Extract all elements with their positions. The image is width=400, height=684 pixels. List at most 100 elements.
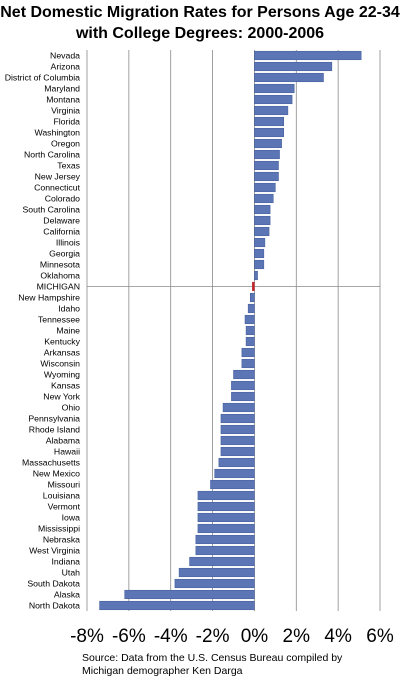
bar: [197, 512, 255, 523]
bar: [254, 270, 258, 281]
category-label: North Dakota: [29, 601, 80, 611]
bar: [222, 402, 255, 413]
bar: [220, 435, 255, 446]
category-label: Vermont: [48, 502, 81, 512]
bar: [254, 160, 279, 171]
category-label: Louisiana: [43, 491, 80, 501]
category-label: Alaska: [54, 590, 80, 600]
category-label: Utah: [62, 568, 81, 578]
source-line-1: Source: Data from the U.S. Census Bureau…: [82, 652, 343, 664]
bar: [254, 127, 284, 138]
bar: [178, 567, 255, 578]
x-tick-label: -6%: [112, 626, 146, 647]
bar: [220, 446, 255, 457]
bar: [197, 490, 255, 501]
category-label: Oklahoma: [40, 271, 80, 281]
x-tick-label: -2%: [196, 626, 230, 647]
category-label: West Virginia: [29, 546, 80, 556]
x-tick-label: 0%: [241, 626, 269, 647]
category-label: Pennsylvania: [28, 414, 80, 424]
category-label: Virginia: [51, 106, 80, 116]
category-label: Oregon: [51, 139, 80, 149]
bar: [231, 380, 255, 391]
x-tick-label: 2%: [283, 626, 311, 647]
bar: [233, 369, 255, 380]
category-label: Kansas: [51, 381, 81, 391]
bar: [254, 61, 333, 72]
bar: [189, 556, 255, 567]
source-line-2: Michigan demographer Ken Darga: [82, 665, 243, 677]
category-label: New York: [43, 392, 80, 402]
category-label: Kentucky: [44, 337, 80, 347]
bar: [254, 138, 282, 149]
bar: [254, 182, 276, 193]
bar: [218, 457, 255, 468]
category-label: Idaho: [58, 304, 80, 314]
category-label: South Carolina: [23, 205, 81, 215]
category-label: Iowa: [62, 513, 81, 523]
category-label: Wyoming: [44, 370, 80, 380]
bar: [249, 292, 255, 303]
category-label: Maine: [56, 326, 80, 336]
category-label: South Dakota: [27, 579, 80, 589]
category-label: New Jersey: [35, 172, 81, 182]
bar: [195, 545, 255, 556]
bar: [254, 50, 362, 61]
category-label: Connecticut: [34, 183, 80, 193]
bar: [124, 589, 255, 600]
category-label: Washington: [34, 128, 80, 138]
bar: [254, 171, 279, 182]
category-label: California: [43, 227, 80, 237]
category-label: Arkansas: [44, 348, 81, 358]
bar: [247, 303, 255, 314]
category-label: Mississippi: [38, 524, 80, 534]
bar: [254, 149, 280, 160]
category-label: Tennessee: [38, 315, 80, 325]
bar: [254, 204, 271, 215]
bar: [220, 424, 255, 435]
category-label: Delaware: [43, 216, 80, 226]
source-note: Source: Data from the U.S. Census Bureau…: [82, 652, 392, 678]
bar: [254, 237, 266, 248]
category-label: Nebraska: [43, 535, 80, 545]
bar: [254, 259, 265, 270]
bar: [241, 347, 255, 358]
category-label: Minnesota: [40, 260, 80, 270]
x-tick-label: -8%: [70, 626, 104, 647]
category-label: MICHIGAN: [37, 282, 80, 292]
bar: [220, 413, 255, 424]
bar: [214, 468, 255, 479]
bar: [197, 501, 255, 512]
bar: [254, 248, 265, 259]
category-label: District of Columbia: [5, 73, 80, 83]
category-label: New Mexico: [33, 469, 80, 479]
bar: [210, 479, 255, 490]
bar: [254, 226, 270, 237]
category-label: Rhode Island: [29, 425, 80, 435]
bar: [245, 325, 255, 336]
bar: [254, 215, 271, 226]
bar: [197, 523, 255, 534]
category-label: Florida: [53, 117, 80, 127]
category-label: Arizona: [51, 62, 81, 72]
category-label: Alabama: [46, 436, 80, 446]
x-tick-label: -4%: [154, 626, 188, 647]
category-label: Georgia: [49, 249, 80, 259]
chart-title-line-1: Net Domestic Migration Rates for Persons…: [0, 4, 400, 21]
category-label: New Hampshire: [18, 293, 80, 303]
category-label: North Carolina: [24, 150, 80, 160]
category-label: Maryland: [44, 84, 80, 94]
bar: [241, 358, 255, 369]
category-label: Ohio: [62, 403, 81, 413]
bar: [231, 391, 255, 402]
bar: [254, 105, 289, 116]
category-label: Colorado: [45, 194, 80, 204]
bar: [174, 578, 255, 589]
bar: [254, 72, 324, 83]
category-label: Indiana: [51, 557, 80, 567]
bar: [99, 600, 255, 611]
bar: [195, 534, 255, 545]
chart-title-line-2: with College Degrees: 2000-2006: [75, 25, 325, 42]
category-label: Massachusetts: [22, 458, 81, 468]
